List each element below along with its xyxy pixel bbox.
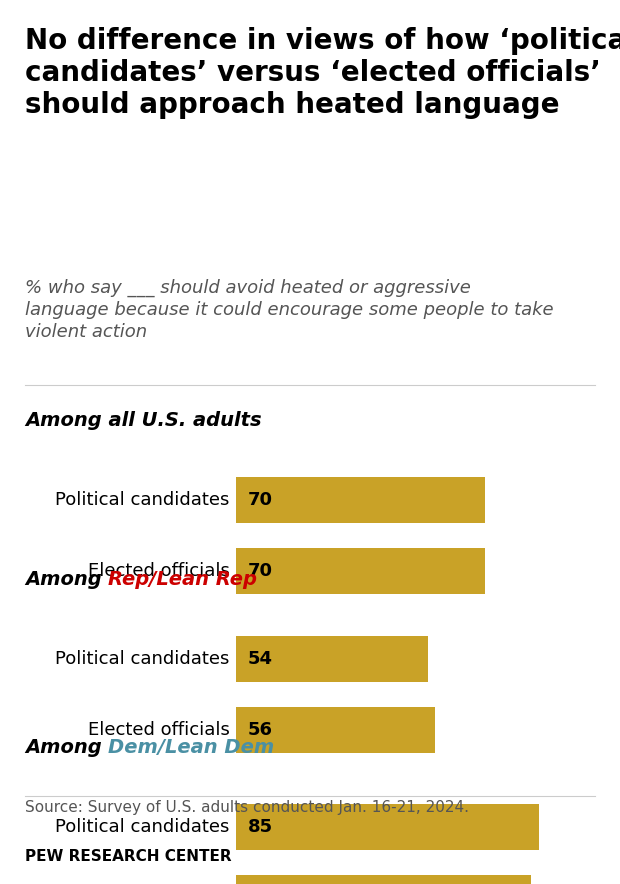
Text: Political candidates: Political candidates: [55, 492, 229, 509]
Text: 85: 85: [248, 819, 273, 836]
Text: Among all U.S. adults: Among all U.S. adults: [25, 411, 262, 430]
FancyBboxPatch shape: [236, 804, 539, 850]
Text: Among: Among: [25, 570, 108, 589]
Text: Elected officials: Elected officials: [87, 721, 229, 739]
FancyBboxPatch shape: [236, 636, 428, 682]
FancyBboxPatch shape: [236, 477, 485, 523]
FancyBboxPatch shape: [236, 548, 485, 594]
FancyBboxPatch shape: [236, 875, 531, 884]
Text: Rep/Lean Rep: Rep/Lean Rep: [108, 570, 257, 589]
Text: 70: 70: [248, 562, 273, 580]
Text: PEW RESEARCH CENTER: PEW RESEARCH CENTER: [25, 849, 231, 864]
Text: Political candidates: Political candidates: [55, 819, 229, 836]
Text: Political candidates: Political candidates: [55, 651, 229, 668]
Text: Dem/Lean Dem: Dem/Lean Dem: [108, 738, 275, 757]
Text: 70: 70: [248, 492, 273, 509]
FancyBboxPatch shape: [236, 707, 435, 753]
Text: Source: Survey of U.S. adults conducted Jan. 16-21, 2024.: Source: Survey of U.S. adults conducted …: [25, 800, 469, 815]
Text: No difference in views of how ‘political
candidates’ versus ‘elected officials’
: No difference in views of how ‘political…: [25, 27, 620, 119]
Text: % who say ___ should avoid heated or aggressive
language because it could encour: % who say ___ should avoid heated or agg…: [25, 278, 554, 341]
Text: 56: 56: [248, 721, 273, 739]
Text: Elected officials: Elected officials: [87, 562, 229, 580]
Text: 54: 54: [248, 651, 273, 668]
Text: Among: Among: [25, 738, 108, 757]
